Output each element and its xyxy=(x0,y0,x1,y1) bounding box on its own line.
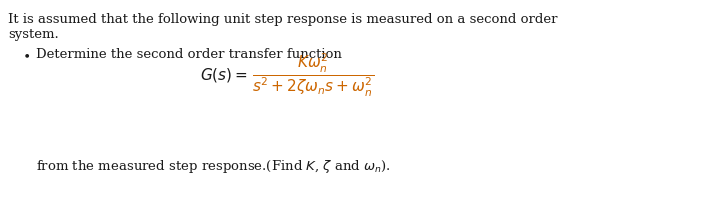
Text: It is assumed that the following unit step response is measured on a second orde: It is assumed that the following unit st… xyxy=(8,13,557,26)
Text: $\dfrac{K\omega_n^2}{s^2 + 2\zeta\omega_n s + \omega_n^2}$: $\dfrac{K\omega_n^2}{s^2 + 2\zeta\omega_… xyxy=(252,51,374,99)
Text: from the measured step response.(Find $K$, $\zeta$ and $\omega_n$).: from the measured step response.(Find $K… xyxy=(36,158,391,175)
Text: $\bullet$: $\bullet$ xyxy=(22,48,30,61)
Text: $G(s) =$: $G(s) =$ xyxy=(201,66,248,84)
Text: system.: system. xyxy=(8,28,59,41)
Text: Determine the second order transfer function: Determine the second order transfer func… xyxy=(36,48,342,61)
